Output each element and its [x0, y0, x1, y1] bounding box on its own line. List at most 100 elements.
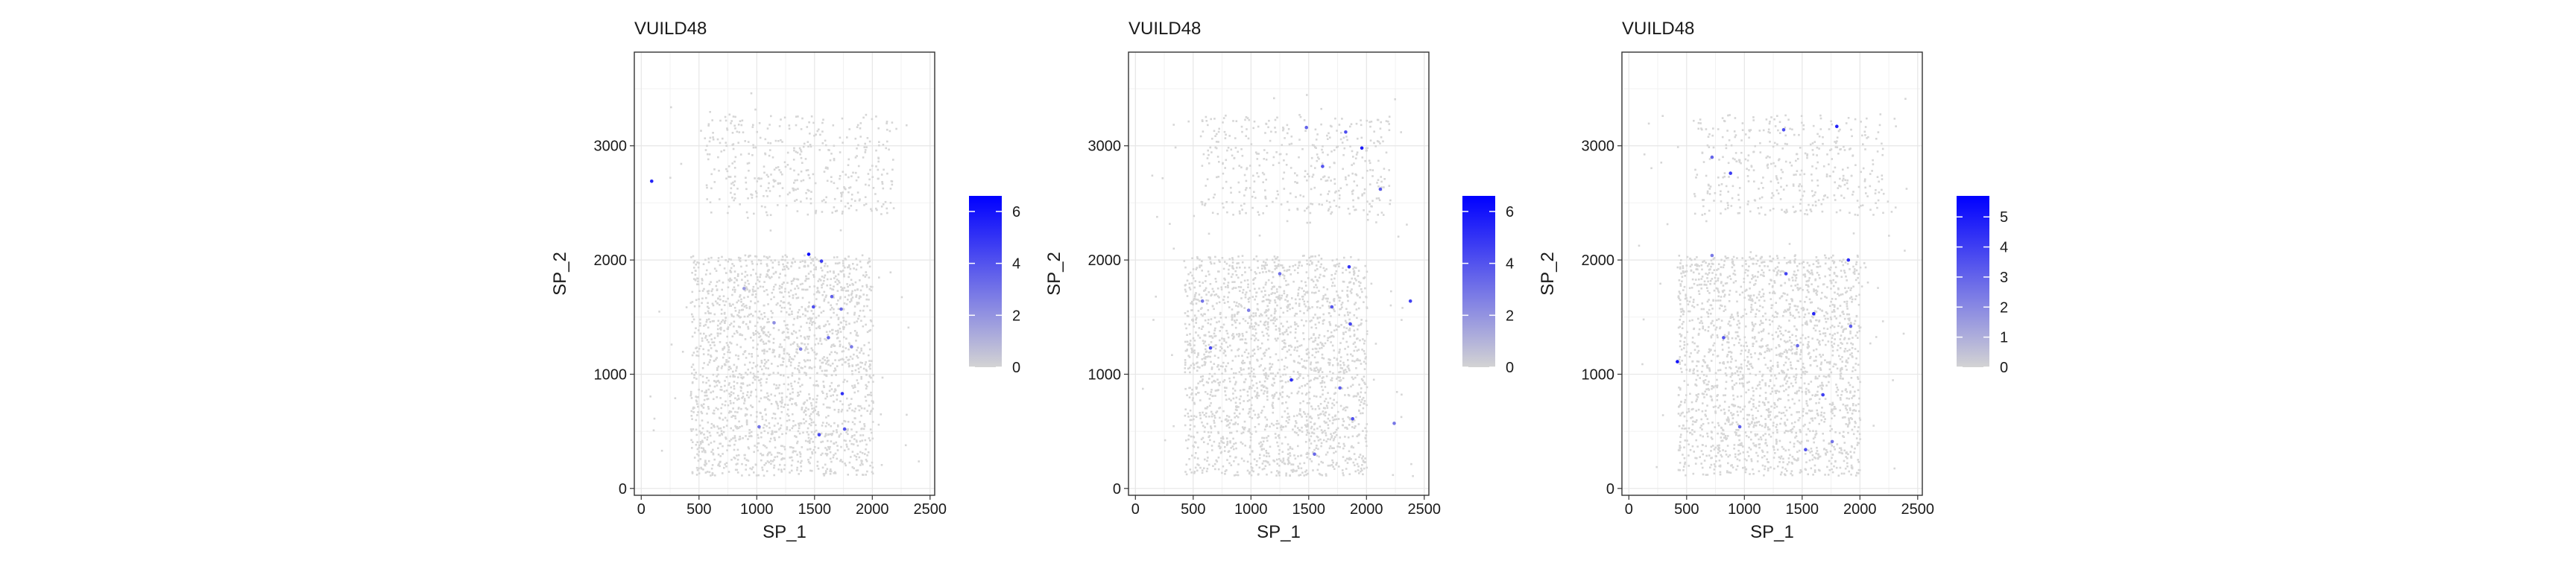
cell-point: [746, 391, 749, 393]
cell-point: [1290, 346, 1293, 348]
cell-point: [1263, 300, 1265, 302]
cell-point: [853, 267, 855, 270]
cell-point: [723, 347, 725, 350]
cell-point: [831, 433, 833, 435]
cell-point: [1265, 375, 1267, 378]
cell-point: [783, 268, 786, 270]
cell-point: [1218, 161, 1220, 163]
cell-point: [772, 288, 775, 291]
cell-point: [1188, 356, 1191, 358]
cell-point: [843, 186, 845, 188]
cell-point: [848, 407, 850, 410]
cell-point: [1287, 443, 1289, 445]
cell-point: [868, 341, 870, 344]
cell-point: [1266, 392, 1269, 394]
cell-point: [771, 349, 774, 351]
chart-panel-1: 0 500 1000 1500 2000 25000100020003000VUILD48…: [550, 19, 1020, 542]
cell-point: [669, 177, 672, 179]
cell-point: [1304, 367, 1307, 369]
cell-point: [1353, 453, 1356, 455]
cell-point: [1202, 120, 1204, 122]
cell-point: [1237, 348, 1240, 350]
cell-point: [812, 259, 814, 262]
cell-point: [860, 349, 862, 352]
cell-point: [1274, 308, 1276, 311]
cell-point: [1193, 415, 1196, 417]
cell-point: [862, 116, 865, 119]
cell-point: [1230, 148, 1233, 151]
cell-point: [1225, 425, 1228, 427]
cell-point: [1317, 405, 1319, 407]
cell-point: [771, 316, 773, 319]
cell-point: [1255, 322, 1257, 325]
cell-point: [830, 278, 833, 280]
cell-point: [1353, 334, 1356, 336]
cell-point: [1362, 396, 1365, 399]
cell-point: [828, 446, 830, 449]
cell-point: [1241, 426, 1244, 428]
cell-point: [745, 322, 748, 325]
cell-point: [804, 254, 806, 257]
cell-point: [1267, 299, 1269, 301]
cell-point: [1366, 330, 1368, 332]
cell-point: [1301, 295, 1304, 298]
cell-point: [797, 315, 799, 318]
cell-point: [847, 164, 850, 166]
cell-point: [1302, 332, 1304, 334]
cell-point: [1329, 322, 1331, 325]
cell-point: [869, 428, 872, 430]
cell-point: [842, 260, 845, 262]
cell-point: [825, 331, 828, 333]
cell-point: [730, 416, 733, 419]
cell-point: [824, 435, 827, 438]
cell-point: [1343, 363, 1345, 366]
cell-point: [758, 332, 760, 335]
cell-point: [1213, 355, 1216, 357]
cell-point: [1254, 328, 1257, 331]
cell-point: [1274, 264, 1277, 267]
cell-point: [880, 206, 883, 208]
cell-point: [761, 416, 763, 418]
cell-point: [1274, 337, 1277, 340]
cell-point: [1322, 430, 1325, 433]
cell-point: [1320, 442, 1323, 445]
cell-point: [1280, 264, 1282, 267]
cell-point: [1240, 432, 1243, 435]
cell-point: [783, 375, 785, 377]
cell-point: [1251, 396, 1253, 399]
cell-point: [1259, 454, 1261, 456]
cell-point: [1237, 150, 1239, 153]
cell-point: [1343, 372, 1345, 375]
cell-point: [869, 319, 872, 322]
cell-point: [712, 390, 715, 393]
cell-point: [1192, 397, 1194, 399]
cell-point: [727, 286, 730, 289]
cell-point: [1345, 371, 1348, 373]
cell-point: [807, 265, 809, 267]
cell-point: [1284, 137, 1286, 139]
cell-point: [745, 259, 747, 261]
cell-point: [1205, 287, 1208, 290]
cell-point: [795, 402, 797, 404]
cell-point: [739, 438, 742, 440]
cell-point: [794, 424, 797, 427]
cell-point: [1323, 319, 1325, 321]
cell-point: [1310, 361, 1313, 363]
cell-point: [1297, 267, 1299, 269]
cell-point: [1289, 308, 1291, 311]
cell-point: [853, 384, 856, 387]
cell-point: [801, 288, 804, 290]
cell-point: [1254, 395, 1257, 398]
cell-point: [1282, 325, 1284, 328]
cell-point: [842, 142, 844, 144]
cell-point: [871, 437, 874, 440]
cell-point: [1240, 125, 1243, 128]
y-tick-label: 0: [619, 481, 627, 498]
cell-point: [1322, 320, 1325, 322]
cell-point: [1347, 314, 1349, 317]
cell-point: [1347, 364, 1350, 367]
cell-point: [1243, 203, 1246, 205]
cell-point: [836, 314, 839, 317]
cell-point: [1278, 296, 1281, 299]
cell-point: [876, 209, 878, 212]
